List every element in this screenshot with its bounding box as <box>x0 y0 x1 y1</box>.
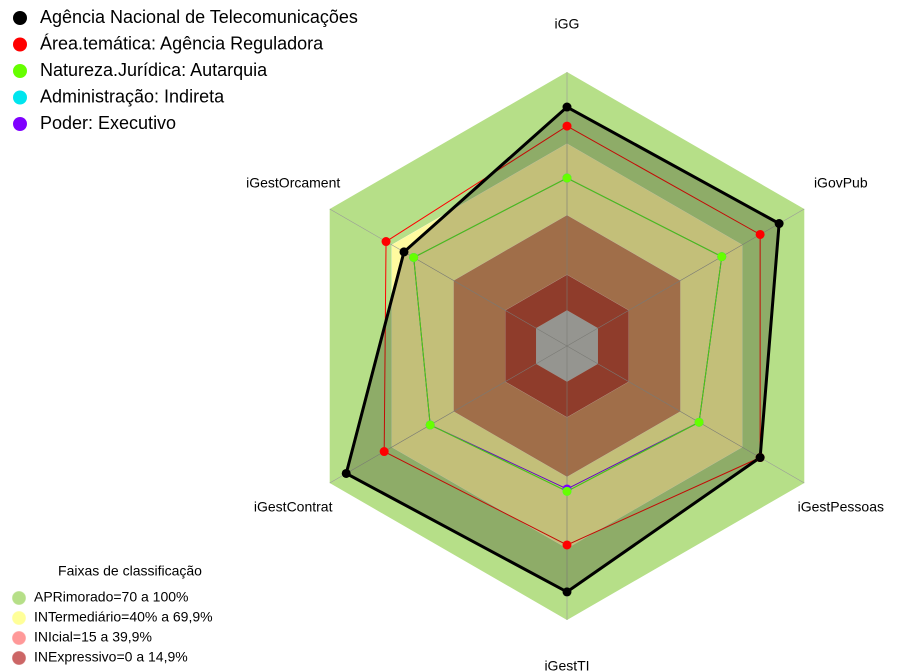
legend-label: Poder: Executivo <box>40 113 176 133</box>
series-point <box>409 252 419 262</box>
axis-label: iGestPessoas <box>798 499 884 515</box>
series-point <box>562 102 572 112</box>
spoke <box>329 345 568 484</box>
band-legend-label: APRimorado=70 a 100% <box>34 589 189 605</box>
band <box>505 274 629 418</box>
axis-label: iGestOrcament <box>246 175 340 191</box>
series-point <box>694 417 704 427</box>
band-legend-label: INExpressivo=0 a 14,9% <box>34 649 188 665</box>
series-point <box>399 247 409 257</box>
series-point <box>755 453 765 463</box>
legend-marker <box>13 117 27 131</box>
legend-label: Administração: Indireta <box>40 86 225 106</box>
band-legend-title: Faixas de classificação <box>58 563 202 579</box>
spoke <box>329 208 568 347</box>
band-legend-marker <box>12 611 26 625</box>
legend-label: Área.temática: Agência Reguladora <box>40 33 324 53</box>
series-point <box>562 587 572 597</box>
series-point <box>774 219 784 229</box>
series-point <box>562 486 572 496</box>
series-point <box>717 252 727 262</box>
series-point <box>562 540 572 550</box>
band <box>391 143 743 549</box>
axis-label: iGestTI <box>544 658 589 672</box>
series-point <box>755 229 765 239</box>
band-legend-label: INTermediário=40% a 69,9% <box>34 609 213 625</box>
axis-label: iGovPub <box>814 175 868 191</box>
series-point <box>381 237 391 247</box>
series-point <box>379 447 389 457</box>
band-legend-marker <box>12 591 26 605</box>
axis-label: iGestContrat <box>254 499 333 515</box>
series-point <box>562 121 572 131</box>
band-legend-marker <box>12 651 26 665</box>
spoke <box>566 345 805 484</box>
legend-label: Natureza.Jurídica: Autarquia <box>40 60 268 80</box>
series-point <box>425 420 435 430</box>
legend-label: Agência Nacional de Telecomunicações <box>40 7 358 27</box>
axis-label: iGG <box>555 16 580 32</box>
spoke <box>566 208 805 347</box>
series-point <box>341 468 351 478</box>
legend-marker <box>13 37 27 52</box>
band-legend-marker <box>12 631 26 645</box>
band <box>329 72 805 620</box>
series-point <box>562 173 572 183</box>
legend-marker <box>13 64 27 78</box>
band-legend-label: INIcial=15 a 39,9% <box>34 629 152 645</box>
legend-marker <box>13 90 27 105</box>
legend-marker <box>13 11 27 25</box>
band <box>453 215 681 477</box>
